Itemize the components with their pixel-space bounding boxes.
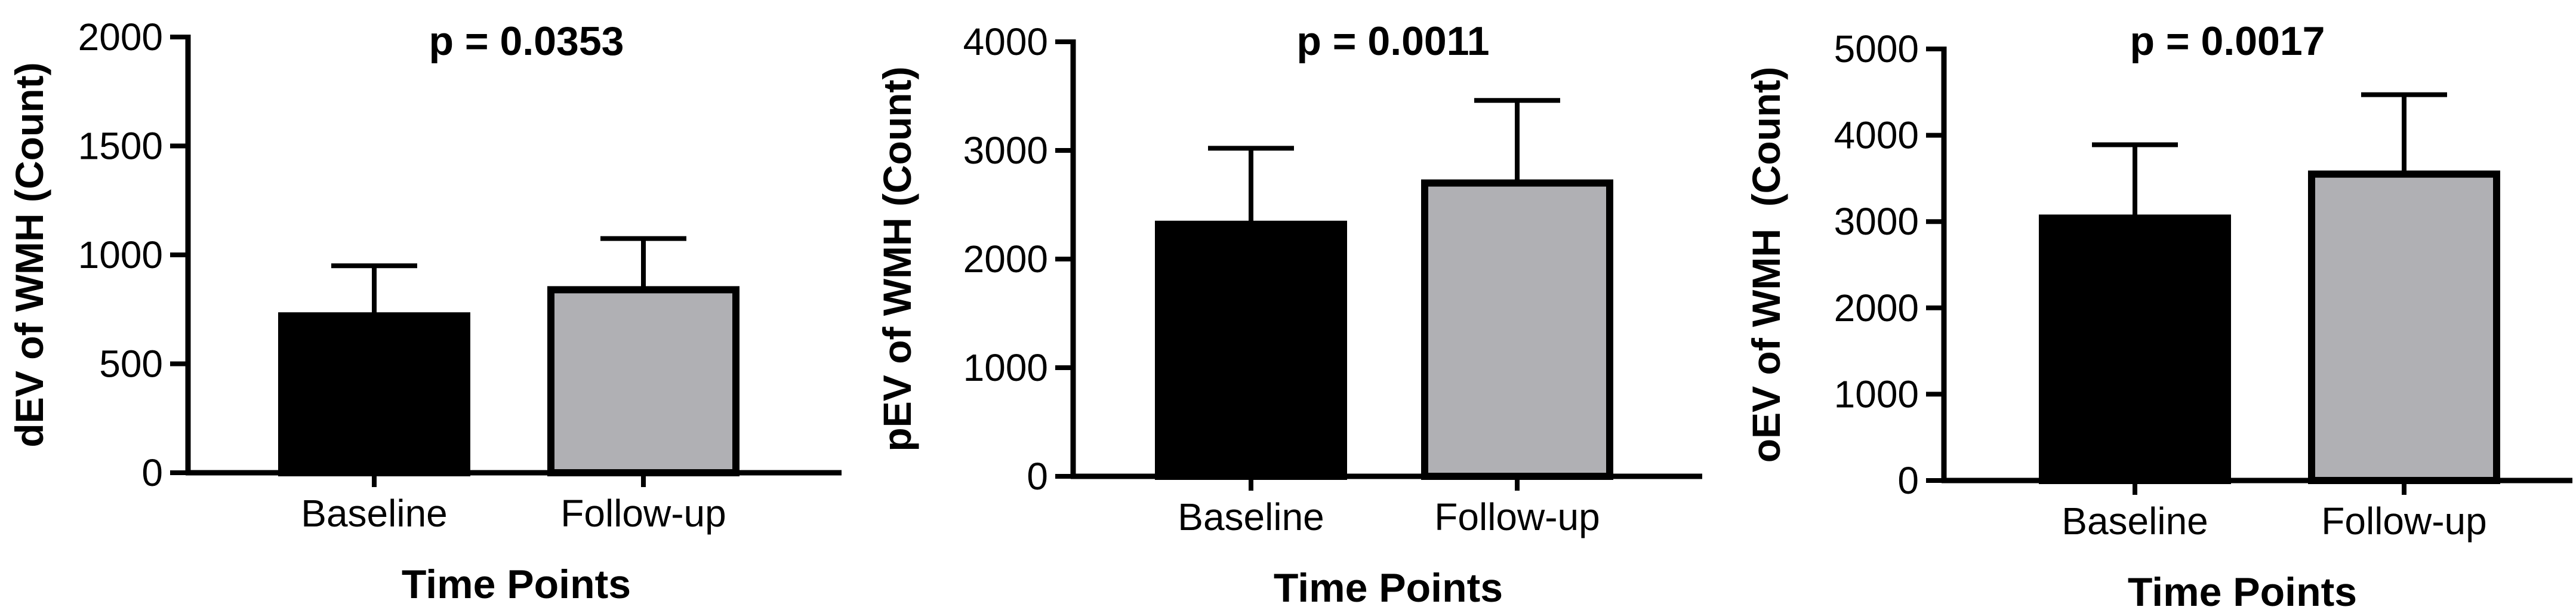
x-tick-label: Follow-up xyxy=(2321,500,2486,543)
bar-baseline xyxy=(1155,220,1347,480)
bar-follow-up xyxy=(1421,179,1613,480)
y-tick-label: 500 xyxy=(99,343,163,386)
x-axis-label: Time Points xyxy=(1274,565,1503,611)
chart-panel-3: 0 1000 2000 3000 4000 5000 Baseline Follow-up p … xyxy=(1744,19,2572,615)
y-tick-label: 4000 xyxy=(1834,114,1919,157)
bar-follow-up xyxy=(547,286,739,476)
chart-panel-1: 0 500 1000 1500 2000 Baseline Follow-up p = 0.0… xyxy=(7,16,842,607)
y-axis-label: pEV of WMH (Count) xyxy=(875,66,919,451)
chart-title: p = 0.0353 xyxy=(429,19,624,64)
x-tick-label: Follow-up xyxy=(1434,495,1600,538)
y-tick-label: 0 xyxy=(1897,459,1919,502)
x-tick-label: Baseline xyxy=(2062,500,2208,543)
y-axis-label: dEV of WMH (Count) xyxy=(7,62,51,447)
x-axis-label: Time Points xyxy=(2128,569,2357,615)
y-axis-label: oEV of WMH (Count) xyxy=(1744,67,1788,463)
y-tick-label: 0 xyxy=(141,451,163,494)
bar-baseline xyxy=(2039,214,2231,484)
y-tick-label: 3000 xyxy=(1834,200,1919,243)
y-tick-label: 4000 xyxy=(963,20,1048,63)
y-tick-label: 1000 xyxy=(1834,372,1919,415)
x-tick-label: Follow-up xyxy=(560,492,726,535)
y-tick-label: 1000 xyxy=(963,346,1048,389)
y-tick-label: 2000 xyxy=(963,238,1048,281)
y-tick-label: 2000 xyxy=(1834,287,1919,329)
y-tick-label: 5000 xyxy=(1834,27,1919,70)
y-tick-label: 3000 xyxy=(963,129,1048,172)
chart-title: p = 0.0011 xyxy=(1296,19,1489,64)
y-tick-label: 1000 xyxy=(78,233,163,276)
chart-title: p = 0.0017 xyxy=(2130,19,2325,64)
x-tick-label: Baseline xyxy=(1178,495,1324,538)
x-tick-label: Baseline xyxy=(301,492,448,535)
y-tick-label: 2000 xyxy=(78,16,163,58)
bar-follow-up xyxy=(2308,170,2500,485)
y-tick-label: 1500 xyxy=(78,125,163,168)
bar-baseline xyxy=(278,312,470,476)
x-axis-label: Time Points xyxy=(402,562,631,607)
y-tick-label: 0 xyxy=(1027,455,1048,498)
chart-panel-2: 0 1000 2000 3000 4000 Baseline Follow-up p = 0.… xyxy=(875,19,1702,611)
